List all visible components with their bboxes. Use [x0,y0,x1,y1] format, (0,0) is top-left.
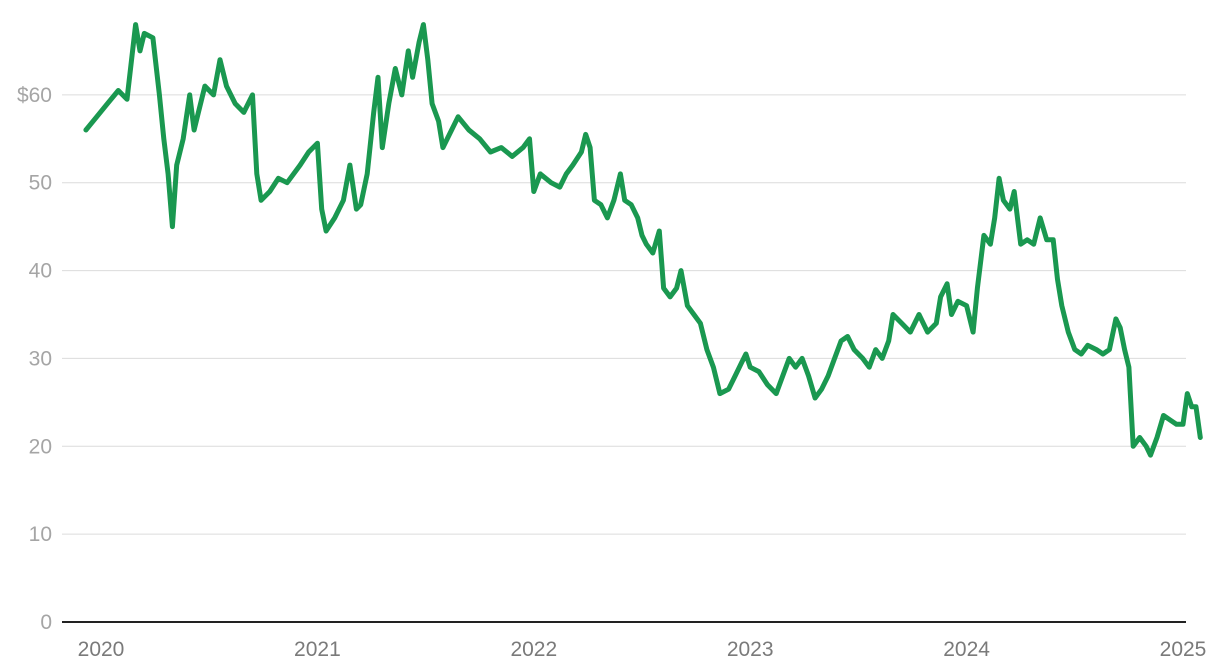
x-tick-label-2021: 2021 [294,638,341,661]
y-tick-label-20: 20 [29,435,52,458]
x-tick-label-2022: 2022 [510,638,557,661]
x-tick-label-2020: 2020 [78,638,125,661]
x-tick-label-2025: 2025 [1160,638,1207,661]
y-tick-label-30: 30 [29,347,52,370]
y-tick-label-50: 50 [29,172,52,195]
x-axis-ticks: 2020 2021 2022 2023 2024 2025 [78,638,1207,661]
y-axis-ticks: 0 10 20 30 40 50 $60 [17,84,52,634]
grid-layer [62,94,1186,535]
y-tick-label-60: $60 [17,84,52,107]
series-line-0 [83,22,1203,458]
y-tick-label-40: 40 [29,260,52,283]
x-tick-label-2024: 2024 [943,638,990,661]
x-tick-label-2023: 2023 [727,638,774,661]
y-tick-label-0: 0 [40,611,52,634]
y-tick-label-10: 10 [29,523,52,546]
series-layer [83,22,1203,458]
